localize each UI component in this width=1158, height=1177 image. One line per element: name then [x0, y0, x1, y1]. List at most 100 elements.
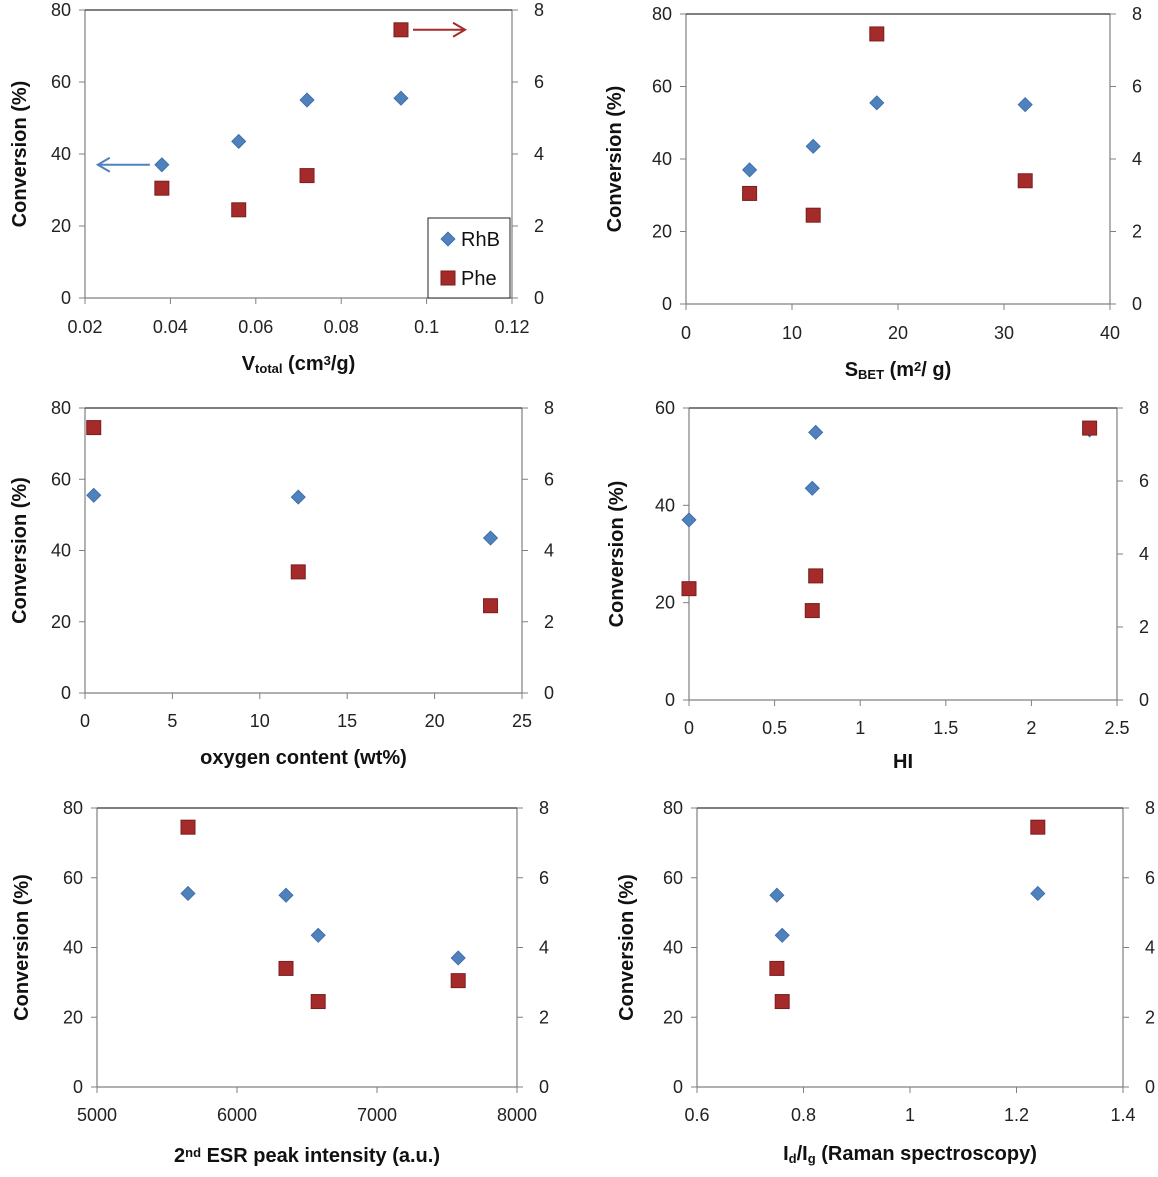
phe-point	[681, 581, 697, 597]
y-tick-label: 0	[665, 690, 675, 710]
phe-point	[804, 603, 820, 619]
y-tick-label: 80	[63, 798, 83, 818]
rhb-point	[180, 885, 196, 902]
y2-tick-label: 4	[539, 938, 549, 958]
x-tick-label: 25	[512, 711, 532, 731]
x-tick-label: 0.02	[67, 317, 102, 337]
y-tick-label: 60	[663, 868, 683, 888]
y-tick-label: 80	[652, 4, 672, 24]
y-tick-label: 20	[652, 222, 672, 242]
x-tick-label: 1	[855, 718, 865, 738]
rhb-point	[393, 90, 409, 106]
phe-point	[278, 960, 294, 976]
rhb-point	[808, 424, 824, 440]
rhb-point	[869, 95, 885, 111]
y2-tick-label: 8	[539, 798, 549, 818]
y2-tick-label: 8	[534, 0, 544, 20]
x-tick-label: 1.4	[1110, 1105, 1135, 1125]
phe-point	[742, 185, 758, 201]
y-tick-label: 0	[673, 1077, 683, 1097]
phe-point	[769, 960, 785, 976]
x-tick-label: 1.5	[933, 718, 958, 738]
rhb-point	[742, 162, 758, 178]
x-tick-label: 2	[1026, 718, 1036, 738]
y-tick-label: 40	[655, 495, 675, 515]
phe-point	[180, 819, 196, 835]
phe-point	[393, 22, 409, 38]
x-tick-label: 7000	[357, 1105, 397, 1125]
y2-tick-label: 0	[1139, 690, 1149, 710]
x-tick-label: 10	[250, 711, 270, 731]
legend-rhb-marker	[440, 231, 456, 247]
y2-tick-label: 6	[1139, 471, 1149, 491]
x-tick-label: 8000	[497, 1105, 537, 1125]
x-tick-label: 10	[782, 323, 802, 343]
chart-panel-vtotal: 0 20 40 60 80 0 2 4 6 8 0.02 0.04 0.06 0.08 0.1 0.12 Con…	[9, 0, 544, 376]
x-axis-title: Id/Ig (Raman spectroscopy)	[783, 1143, 1037, 1166]
y2-tick-label: 6	[1132, 77, 1142, 97]
phe-point	[808, 568, 824, 584]
phe-point	[774, 994, 790, 1010]
x-tick-label: 0.04	[153, 317, 188, 337]
x-tick-label: 20	[888, 323, 908, 343]
y2-tick-label: 0	[534, 288, 544, 308]
phe-point	[231, 202, 247, 218]
y2-tick-label: 6	[534, 72, 544, 92]
chart-panel-esr: 0 20 40 60 80 0 2 4 6 8 5000 6000 7000 8000 Conversion…	[11, 798, 549, 1167]
x-axis-title: oxygen content (wt%)	[200, 747, 407, 769]
left-arrowhead-icon	[95, 156, 111, 173]
right-arrowhead-icon	[452, 21, 468, 38]
y-tick-label: 0	[662, 294, 672, 314]
phe-point	[290, 564, 306, 580]
y2-tick-label: 8	[1132, 4, 1142, 24]
y-tick-label: 0	[61, 683, 71, 703]
x-tick-label: 20	[425, 711, 445, 731]
y-axis-title: Conversion (%)	[606, 481, 628, 628]
x-tick-label: 0	[684, 718, 694, 738]
y2-tick-label: 8	[544, 398, 554, 418]
y-tick-label: 40	[51, 541, 71, 561]
rhb-point	[86, 487, 102, 503]
chart-panel-raman: 0 20 40 60 80 0 2 4 6 8 0.6 0.8 1 1.2 1.4 Conversion (%…	[616, 798, 1155, 1166]
rhb-point	[769, 887, 785, 903]
x-tick-label: 15	[337, 711, 357, 731]
y-tick-label: 60	[51, 469, 71, 489]
y-axis-title: Conversion (%)	[11, 874, 33, 1021]
y2-tick-label: 4	[1145, 938, 1155, 958]
y-tick-label: 40	[51, 144, 71, 164]
y-tick-label: 60	[63, 868, 83, 888]
rhb-point	[482, 530, 499, 546]
y-tick-label: 40	[663, 938, 683, 958]
legend-phe-marker	[440, 270, 456, 286]
y2-tick-label: 4	[1139, 544, 1149, 564]
y-tick-label: 20	[51, 216, 71, 236]
y2-tick-label: 6	[544, 469, 554, 489]
y-axis-title: Conversion (%)	[9, 81, 31, 228]
legend-rhb-label: RhB	[461, 229, 500, 251]
y-tick-label: 20	[51, 612, 71, 632]
phe-point	[86, 420, 102, 436]
y2-tick-label: 2	[534, 216, 544, 236]
x-tick-label: 0.6	[684, 1105, 709, 1125]
x-tick-label: 30	[994, 323, 1014, 343]
x-tick-label: 0.5	[762, 718, 787, 738]
y-tick-label: 20	[663, 1007, 683, 1027]
x-tick-label: 40	[1100, 323, 1120, 343]
rhb-point	[231, 133, 247, 149]
y-tick-label: 80	[51, 398, 71, 418]
x-tick-label: 2.5	[1104, 718, 1129, 738]
x-tick-label: 1.2	[1004, 1105, 1029, 1125]
rhb-point	[290, 489, 306, 505]
legend-phe-label: Phe	[461, 268, 497, 290]
x-axis-title: SBET (m2/ g)	[845, 359, 952, 382]
rhb-point	[310, 927, 326, 943]
y2-tick-label: 4	[1132, 149, 1142, 169]
legend: RhB Phe	[427, 217, 511, 299]
y2-tick-label: 2	[539, 1007, 549, 1027]
y2-tick-label: 2	[1139, 617, 1149, 637]
phe-point	[450, 973, 466, 989]
